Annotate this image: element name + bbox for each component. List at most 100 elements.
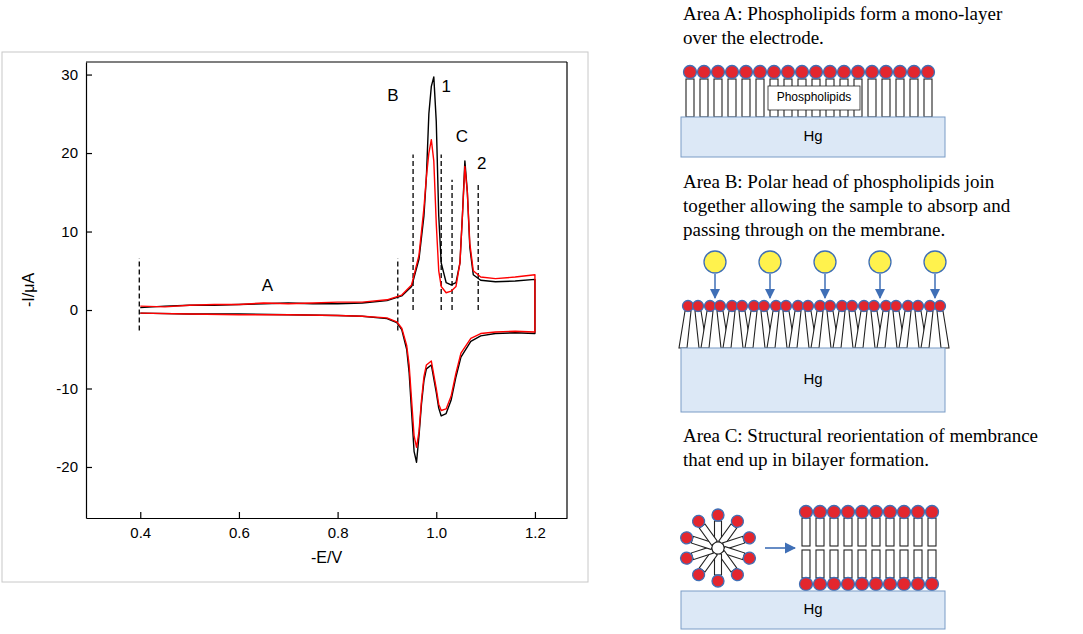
arrow: [714, 274, 716, 298]
lipid-head: [727, 301, 738, 312]
x-tick-label: 1.2: [525, 524, 546, 541]
lipid-tail: [928, 518, 936, 546]
area-description: passing through on the membrane.: [683, 219, 945, 240]
lipid-head: [726, 66, 739, 79]
y-axis-line: [86, 63, 87, 519]
y-axis-title: -I/μA: [20, 273, 37, 307]
label-box: [768, 86, 860, 110]
peak-label: 1: [441, 77, 450, 96]
lipid-tail: [924, 79, 932, 117]
lipid-tail: [886, 518, 894, 546]
peak-label: C: [456, 127, 468, 146]
y-tick: -10: [56, 380, 92, 397]
lipid-tail: [802, 550, 810, 578]
lipid-head: [898, 578, 911, 591]
lipid-head: [815, 301, 826, 312]
x-tick-label: 0.4: [130, 524, 151, 541]
lipid-head: [869, 301, 880, 312]
lipid-head: [690, 513, 707, 530]
lipid-tail: [830, 550, 838, 578]
lipid-tail: [914, 518, 922, 546]
lipid-head: [712, 575, 724, 587]
bilayer-diagram: Hg: [679, 506, 945, 630]
lipid-head: [922, 66, 935, 79]
lipid-tail: [830, 518, 838, 546]
y-tick-label: -20: [56, 458, 78, 475]
lipid-tail: [767, 311, 779, 348]
lipid-head: [842, 578, 855, 591]
lipid-tail: [699, 524, 717, 545]
y-tick-label: 30: [61, 66, 78, 83]
area-description: Area C: Structural reorientation of memb…: [683, 425, 1038, 446]
y-tick: -20: [56, 458, 92, 475]
peak-label: 2: [477, 154, 486, 173]
sample-molecule: [924, 251, 946, 273]
area-description: that end up in bilayer formation.: [683, 449, 929, 470]
lipid-head: [768, 66, 781, 79]
y-axis: -20-100102030: [56, 63, 92, 519]
lipid-head: [814, 578, 827, 591]
lipid-tail: [700, 79, 708, 117]
lipid-tail: [844, 518, 852, 546]
lipid-tail: [899, 311, 911, 348]
y-tick-mark: [86, 231, 92, 232]
frame-top: [86, 61, 567, 62]
lipid-tail: [921, 311, 933, 348]
lipid-tail: [858, 518, 866, 546]
figure: 0.40.60.81.01.2-20-100102030AB1C2-I/μA-E…: [0, 0, 1083, 634]
lipid-tail: [896, 79, 904, 117]
peak-label: B: [387, 86, 398, 105]
lipid-head: [824, 66, 837, 79]
micelle-lipid: [690, 513, 719, 547]
lipid-head: [842, 506, 855, 519]
lipid-head: [705, 301, 716, 312]
lipid-head: [698, 66, 711, 79]
y-tick: 0: [70, 301, 92, 318]
lipid-head: [870, 578, 883, 591]
label: Phospholipids: [777, 90, 852, 104]
region-boundary: [412, 155, 413, 310]
lipid-head: [912, 506, 925, 519]
y-tick-mark: [86, 467, 92, 468]
y-tick-mark: [86, 153, 92, 154]
lipid-head: [856, 506, 869, 519]
lipid-head: [810, 66, 823, 79]
chart-border: [2, 52, 588, 582]
x-tick: 0.4: [130, 512, 151, 541]
lipid-tail: [745, 311, 757, 348]
lipid-head: [712, 66, 725, 79]
x-tick-mark: [140, 512, 141, 518]
lipid-head: [759, 301, 770, 312]
x-tick-mark: [338, 512, 339, 518]
electrode: [681, 348, 945, 412]
lipid-tail: [844, 550, 852, 578]
lipid-tail: [686, 79, 694, 117]
lipid-tail: [858, 550, 866, 578]
voltammogram-curve: [140, 140, 535, 448]
lipid-head: [884, 506, 897, 519]
lipid-tail: [877, 311, 889, 348]
lipid-head: [754, 66, 767, 79]
y-tick: 10: [61, 223, 92, 240]
arrow: [879, 274, 881, 298]
lipid-head: [715, 301, 726, 312]
x-tick: 1.0: [426, 512, 447, 541]
sample-molecule: [814, 251, 836, 273]
lipid-tail: [816, 518, 824, 546]
lipid-tail: [886, 550, 894, 578]
lipid-head: [782, 66, 795, 79]
lipid-head: [800, 506, 813, 519]
region-boundary: [478, 184, 479, 310]
lipid-tail: [802, 518, 810, 546]
area-description: Area A: Phospholipids form a mono-layer: [683, 3, 1003, 24]
frame-right: [566, 62, 567, 518]
x-tick-label: 0.8: [328, 524, 349, 541]
lipid-head: [884, 578, 897, 591]
lipid-tail: [900, 550, 908, 578]
lipid-head: [679, 551, 694, 566]
lipid-head: [679, 530, 694, 545]
lipid-head: [898, 506, 911, 519]
lipid-tail: [723, 311, 735, 348]
lipid-head: [690, 566, 707, 583]
lipid-tail: [868, 79, 876, 117]
